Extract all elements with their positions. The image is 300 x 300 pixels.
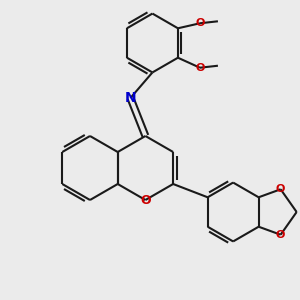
Text: O: O bbox=[195, 18, 205, 28]
Text: O: O bbox=[195, 63, 205, 73]
Text: O: O bbox=[276, 184, 285, 194]
Text: O: O bbox=[140, 194, 151, 206]
Text: O: O bbox=[276, 230, 285, 240]
Text: N: N bbox=[124, 91, 136, 105]
